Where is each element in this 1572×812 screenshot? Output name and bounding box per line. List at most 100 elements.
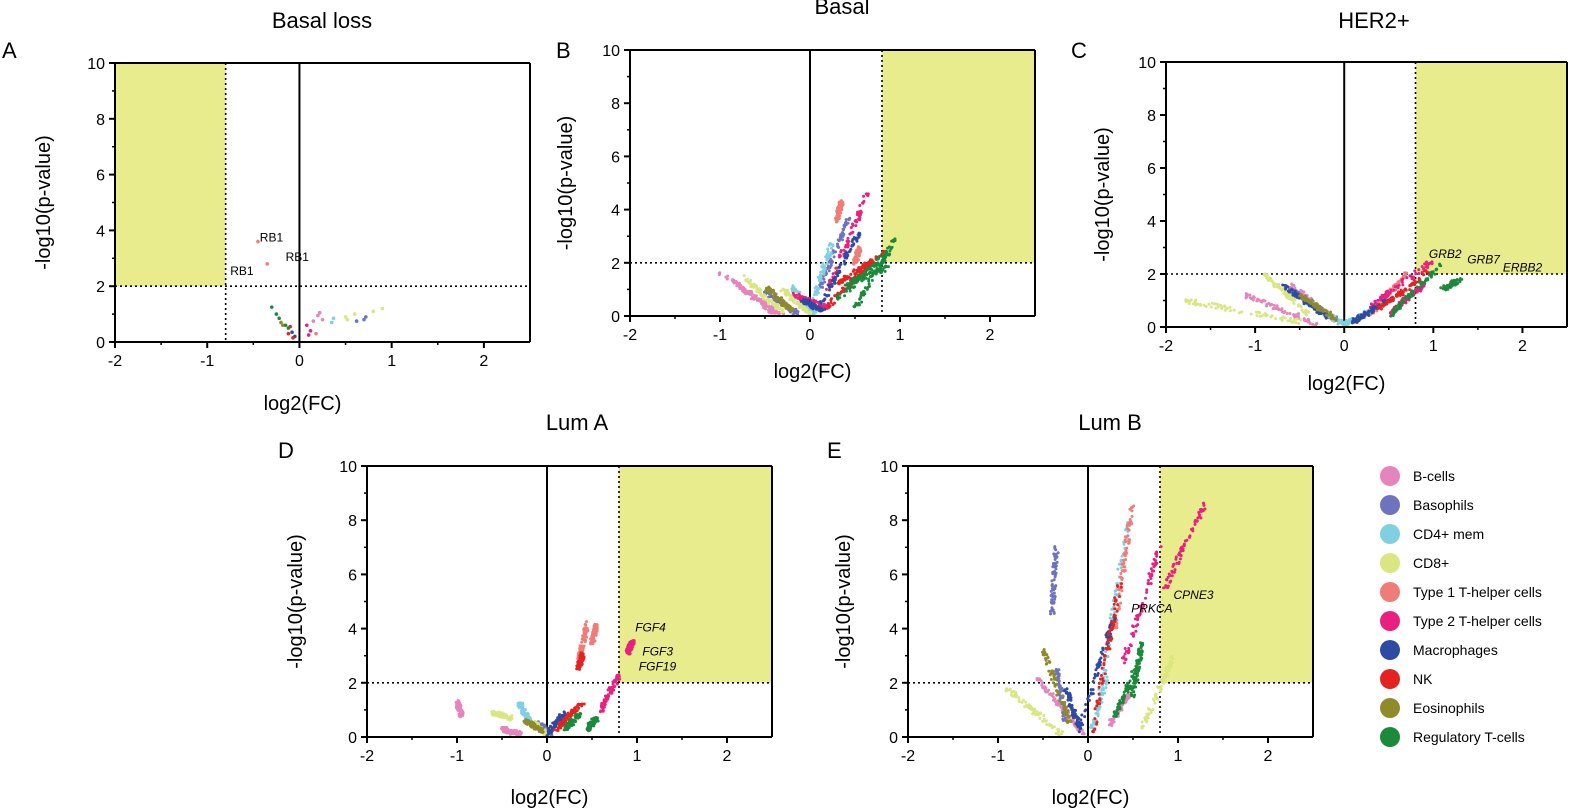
- data-point: [566, 723, 570, 727]
- series-eosinophils: [1298, 293, 1338, 322]
- data-point: [848, 232, 852, 236]
- data-point: [1084, 708, 1088, 712]
- data-point: [1164, 666, 1168, 670]
- data-point: [583, 633, 587, 637]
- data-point: [1403, 271, 1407, 275]
- data-point: [343, 315, 348, 319]
- data-point: [1305, 298, 1309, 302]
- data-point: [869, 258, 873, 262]
- data-point: [835, 219, 839, 223]
- data-point: [1053, 575, 1057, 579]
- data-point: [1053, 597, 1057, 601]
- data-point: [836, 244, 840, 248]
- data-point: [590, 721, 594, 725]
- data-point: [771, 311, 775, 315]
- data-point: [1056, 551, 1060, 555]
- data-point: [822, 266, 826, 270]
- data-point: [1044, 658, 1048, 662]
- data-point: [1109, 638, 1113, 642]
- data-point: [1298, 294, 1302, 298]
- data-point: [1091, 680, 1095, 684]
- data-point: [1080, 732, 1084, 736]
- data-point: [1024, 700, 1028, 704]
- series-type-1-t-helper-cells: [833, 199, 863, 266]
- data-point: [1109, 626, 1113, 630]
- data-point: [571, 718, 575, 722]
- data-point: [785, 304, 789, 308]
- data-point: [510, 716, 514, 720]
- data-point: [799, 303, 803, 307]
- data-point: [505, 731, 509, 735]
- data-point: [1275, 304, 1279, 308]
- data-point: [796, 310, 800, 314]
- data-point: [859, 293, 863, 297]
- data-point: [849, 272, 853, 276]
- data-point: [496, 713, 500, 717]
- data-point: [1170, 569, 1174, 573]
- data-point: [843, 294, 847, 298]
- data-point: [1101, 687, 1105, 691]
- data-point: [830, 297, 834, 301]
- data-point: [885, 251, 889, 255]
- data-point: [501, 728, 505, 732]
- data-point: [794, 293, 798, 297]
- data-point: [1299, 318, 1303, 322]
- data-point: [1049, 678, 1053, 682]
- data-point: [1051, 692, 1055, 696]
- data-point: [1119, 558, 1123, 562]
- gene-annotation: RB1: [230, 264, 254, 278]
- data-point: [1284, 287, 1288, 291]
- data-point: [1159, 684, 1163, 688]
- data-point: [779, 303, 783, 307]
- data-point: [1137, 604, 1141, 608]
- data-point: [1042, 714, 1046, 718]
- data-point: [1265, 304, 1269, 308]
- data-point: [589, 637, 593, 641]
- data-point: [1143, 718, 1147, 722]
- data-point: [1170, 574, 1174, 578]
- data-point: [528, 716, 532, 720]
- gene-annotation: RB1: [286, 250, 310, 264]
- series-regulatory-t-cells: [1389, 262, 1464, 318]
- data-point: [1260, 314, 1264, 318]
- data-point: [1035, 710, 1039, 714]
- series-macrophages: [545, 710, 567, 738]
- data-point: [1166, 575, 1170, 579]
- data-point: [1442, 287, 1446, 291]
- data-point: [1298, 304, 1302, 308]
- data-point: [840, 286, 844, 290]
- data-point: [1097, 692, 1101, 696]
- data-point: [863, 286, 867, 290]
- data-point: [1124, 540, 1128, 544]
- data-point: [1099, 660, 1103, 664]
- y-tick-label: 8: [611, 96, 620, 113]
- data-point: [1446, 287, 1450, 291]
- data-point: [1050, 726, 1054, 730]
- data-point: [825, 253, 829, 257]
- data-point: [868, 270, 872, 274]
- data-point: [833, 281, 837, 285]
- data-point: [1053, 546, 1057, 550]
- data-point: [808, 301, 812, 305]
- data-point: [1330, 313, 1334, 317]
- data-point: [1293, 298, 1297, 302]
- data-point: [1065, 687, 1069, 691]
- data-point: [1117, 588, 1121, 592]
- data-point: [606, 693, 610, 697]
- x-tick-label: 2: [1518, 338, 1527, 355]
- data-point: [1160, 677, 1164, 681]
- data-point: [1425, 260, 1429, 264]
- data-point: [518, 705, 522, 709]
- data-point: [1293, 318, 1297, 322]
- data-point: [815, 292, 819, 296]
- data-point: [576, 702, 580, 706]
- data-point: [1400, 278, 1404, 282]
- data-point: [575, 714, 579, 718]
- data-point: [364, 315, 368, 319]
- data-point: [317, 310, 322, 315]
- data-point: [1411, 293, 1415, 297]
- data-point: [510, 714, 514, 718]
- data-point: [1314, 303, 1318, 307]
- panel-letter: D: [278, 438, 294, 463]
